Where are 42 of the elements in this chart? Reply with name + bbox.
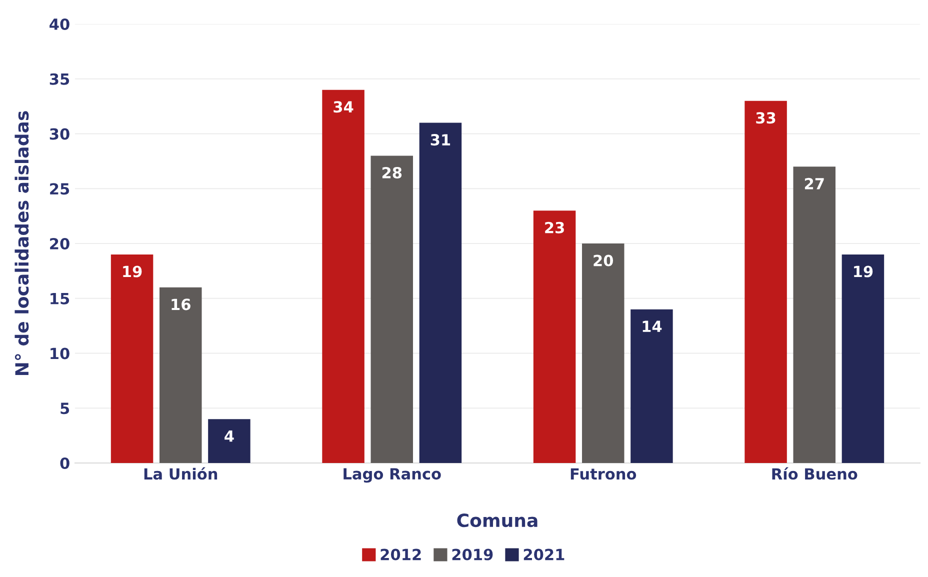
data-label: 33 [756,112,776,124]
y-tick-label: 25 [50,183,70,195]
y-tick-label: 10 [50,348,70,360]
bar [582,244,624,463]
data-label: 23 [545,222,564,234]
y-tick-label: 0 [60,457,70,470]
y-tick-label: 35 [50,73,70,85]
bar [793,166,836,463]
y-axis-title: N° de localidades aisladas [14,111,29,376]
x-tick-label: Lago Ranco [344,468,441,483]
y-tick-label: 40 [50,18,70,30]
data-label: 14 [642,320,662,332]
y-tick-label: 15 [50,293,70,304]
bar [208,419,250,463]
bar [370,156,413,463]
bar [110,254,154,463]
x-tick-label: Río Bueno [772,467,858,480]
x-tick-label: Futrono [570,468,636,480]
bar [630,309,673,463]
bar [842,254,884,463]
y-tick-label: 20 [50,238,70,250]
legend-label: 2019 [452,548,493,560]
data-label: 20 [594,254,614,266]
data-label: 19 [123,266,142,278]
data-label: 4 [224,430,234,442]
data-label: 34 [334,101,354,113]
data-label: 27 [804,178,824,190]
x-axis-title: Comuna [457,514,538,528]
data-label: 31 [430,134,450,146]
legend-label: 2021 [524,548,564,560]
data-label: 28 [382,166,402,178]
y-tick-label: 5 [60,402,70,414]
data-label: 16 [172,298,190,310]
bar [744,100,787,463]
bar [419,122,462,463]
data-label: 19 [854,266,873,278]
y-tick-label: 30 [50,128,70,140]
x-tick-label: La Unión [144,467,218,480]
bar [533,210,576,463]
bar [322,90,364,463]
bar [160,287,202,463]
legend-label: 2012 [380,548,421,560]
